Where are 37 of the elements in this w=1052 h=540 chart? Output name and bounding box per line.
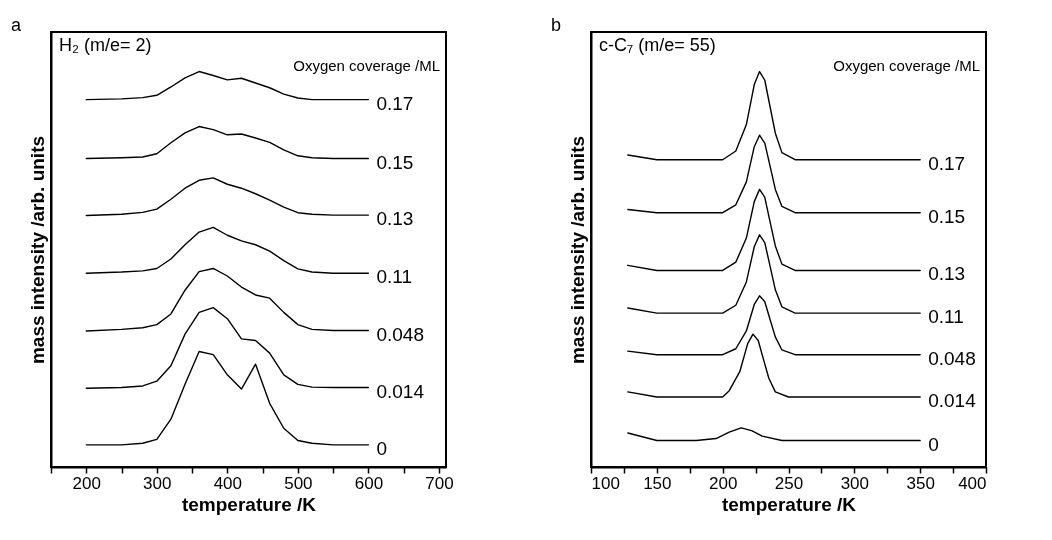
x-tick-label: 300 — [143, 473, 172, 493]
x-tick-label: 300 — [840, 473, 870, 493]
series-label: 0.048 — [376, 323, 424, 345]
series-label: 0.15 — [376, 151, 414, 173]
x-tick-label: 100 — [591, 473, 620, 493]
series-label: 0 — [928, 433, 939, 455]
text: b — [551, 15, 562, 35]
series-label: 0.13 — [376, 208, 414, 230]
y-axis-title: mass intensity /arb. units — [26, 135, 48, 365]
series-label: 0.13 — [928, 263, 966, 285]
x-tick-label: 700 — [425, 473, 454, 493]
series-label: 0 — [376, 437, 387, 459]
series-label: 0.17 — [376, 92, 414, 114]
x-tick-label: 400 — [958, 473, 987, 493]
x-tick-label: 250 — [774, 473, 804, 493]
y-axis-title: mass intensity /arb. units — [566, 135, 588, 365]
series-label: 0.15 — [928, 205, 966, 227]
series-label: 0.11 — [928, 306, 964, 328]
x-axis-title: temperature /K — [181, 493, 317, 515]
x-tick-label: 200 — [708, 473, 738, 493]
text: H₂ (m/e= 2) — [59, 35, 152, 55]
x-tick-label: 200 — [72, 473, 101, 493]
series-label: 0.014 — [928, 390, 977, 411]
text: a — [11, 15, 22, 35]
series-label: 0.048 — [928, 347, 976, 369]
series-label: 0.17 — [928, 152, 966, 174]
x-tick-label: 350 — [906, 473, 935, 493]
x-tick-label: 500 — [284, 473, 313, 493]
x-tick-label: 600 — [354, 473, 384, 493]
x-tick-label: 400 — [213, 473, 243, 493]
text: c-C₇ (m/e= 55) — [599, 35, 716, 55]
legend-title: Oxygen coverage /ML — [833, 57, 980, 74]
x-axis-title: temperature /K — [721, 493, 857, 515]
legend-title: Oxygen coverage /ML — [293, 57, 440, 74]
x-tick-label: 150 — [643, 473, 672, 493]
series-label: 0.014 — [376, 380, 425, 402]
series-label: 0.11 — [376, 266, 412, 288]
